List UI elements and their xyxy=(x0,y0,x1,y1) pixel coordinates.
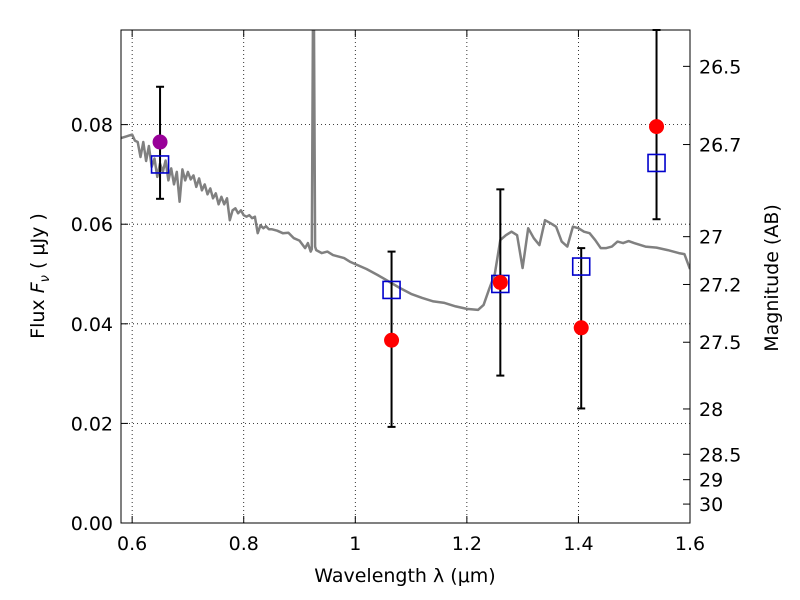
x-axis-title: Wavelength λ (μm) xyxy=(314,565,495,587)
right-tick-label: 28 xyxy=(699,399,723,421)
model-square xyxy=(382,280,401,300)
observed-point xyxy=(384,332,400,348)
model-markers xyxy=(150,153,666,300)
ticks: 0.6 0.8 1 1.2 1.4 1.6 0.00 0.02 0.04 0.06 0.08 3029… xyxy=(71,30,741,555)
plot-frame xyxy=(120,29,691,524)
x-tick-label: 1 xyxy=(349,533,361,555)
y-axis-title-var: F xyxy=(27,281,49,293)
y-tick-label: 0.04 xyxy=(71,314,113,336)
right-tick-label: 27.5 xyxy=(699,332,741,354)
right-tick-label: 28.5 xyxy=(699,444,741,466)
right-tick-label: 26.7 xyxy=(699,135,741,157)
y-axis-title-prefix: Flux xyxy=(27,293,49,339)
x-tick-label: 1.2 xyxy=(452,533,482,555)
y-tick-label: 0.08 xyxy=(71,115,113,137)
y-axis-title: Flux Fν ( μJy ) xyxy=(27,213,53,339)
y-tick-label: 0.06 xyxy=(71,214,113,236)
spectrum-layer xyxy=(121,30,690,312)
observed-point xyxy=(492,274,508,290)
y-tick-label: 0.00 xyxy=(71,513,113,535)
y-axis-title-sub: ν xyxy=(38,275,53,282)
x-tick-label: 1.4 xyxy=(563,533,593,555)
grid xyxy=(121,30,691,524)
observed-point xyxy=(152,134,168,150)
error-bars xyxy=(156,29,661,428)
spectrum-line xyxy=(121,30,690,312)
x-tick-label: 1.6 xyxy=(675,533,705,555)
y-axis-title-unit: ( μJy ) xyxy=(27,213,49,275)
right-tick-label: 27.2 xyxy=(699,274,741,296)
right-tick-label: 29 xyxy=(699,470,723,492)
model-square xyxy=(647,153,666,173)
observed-markers xyxy=(152,119,665,348)
right-tick-label: 27 xyxy=(699,227,723,249)
x-tick-label: 0.6 xyxy=(117,533,147,555)
observed-point xyxy=(573,320,589,336)
y-tick-label: 0.02 xyxy=(71,413,113,435)
right-tick-label: 30 xyxy=(699,494,723,516)
right-axis-title: Magnitude (AB) xyxy=(761,204,783,352)
observed-point xyxy=(649,119,665,135)
model-square xyxy=(571,257,591,276)
x-tick-label: 0.8 xyxy=(229,533,259,555)
right-tick-label: 26.5 xyxy=(699,56,741,78)
model-square xyxy=(150,155,170,174)
